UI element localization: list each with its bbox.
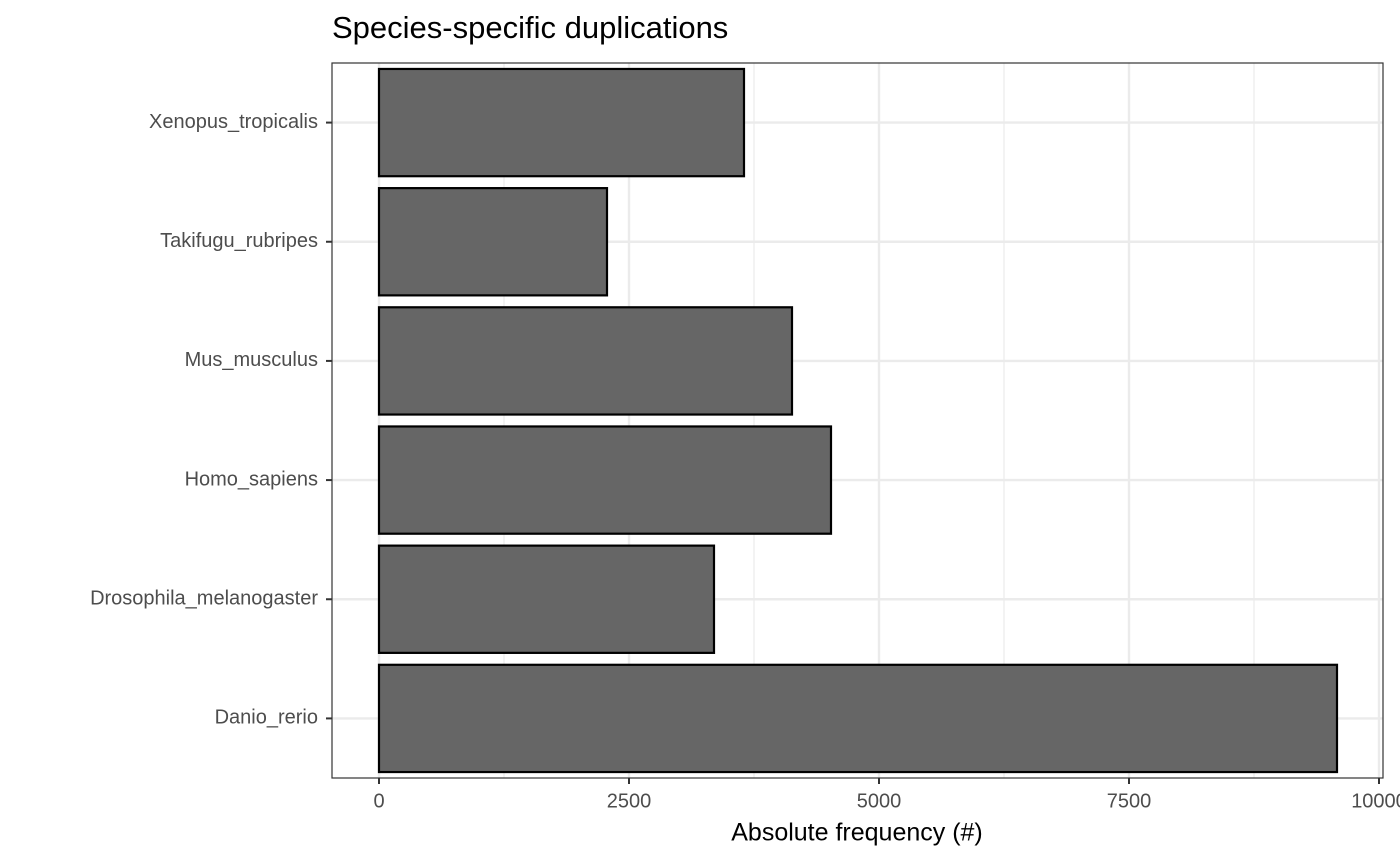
x-tick-label: 2500 [607, 790, 652, 812]
bar [377, 425, 833, 535]
y-tick-label: Drosophila_melanogaster [90, 588, 318, 610]
y-tick-label: Xenopus_tropicalis [149, 111, 318, 133]
y-tick-label: Mus_musculus [185, 349, 318, 371]
y-tick-label: Danio_rerio [215, 707, 318, 729]
y-tick-label: Homo_sapiens [185, 468, 318, 490]
bar [377, 306, 794, 416]
bar [377, 187, 609, 297]
bar [377, 544, 716, 654]
x-tick-label: 0 [373, 790, 384, 812]
x-tick-label: 7500 [1107, 790, 1152, 812]
y-tick-label: Takifugu_rubripes [160, 230, 318, 252]
x-tick-label: 10000 [1351, 790, 1400, 812]
bar [377, 663, 1339, 774]
x-axis-label: Absolute frequency (#) [731, 819, 983, 847]
x-tick-label: 5000 [857, 790, 902, 812]
panel-background [332, 63, 1383, 778]
panel-border [331, 62, 1384, 779]
chart-title: Species-specific duplications [332, 10, 728, 45]
bar [377, 67, 746, 178]
